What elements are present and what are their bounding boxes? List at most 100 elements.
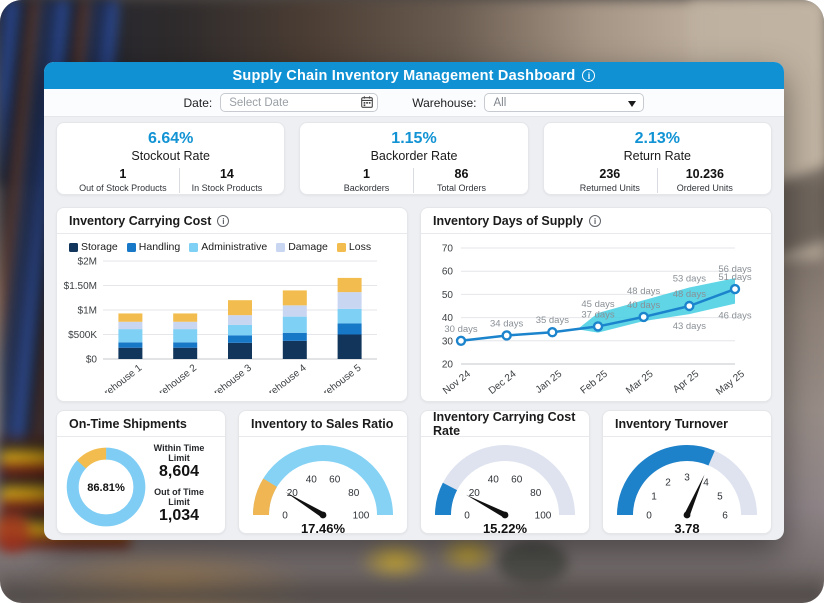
inventory-to-sales-ratio-card: Inventory to Sales Ratio 0 20 40 60 80 100 17… (238, 410, 408, 534)
stat-value: 236 (599, 167, 621, 181)
svg-text:30 days: 30 days (444, 324, 478, 335)
svg-text:40: 40 (488, 474, 500, 485)
svg-text:34 days: 34 days (490, 318, 524, 329)
svg-text:Dec 24: Dec 24 (487, 368, 519, 396)
stat-value: 1,034 (159, 507, 200, 524)
svg-text:80: 80 (530, 488, 542, 499)
legend-item-storage[interactable]: Storage (69, 241, 118, 253)
bg-forklift-blob-2 (438, 535, 498, 573)
svg-text:May 25: May 25 (714, 368, 747, 397)
on-time-shipments-card: On-Time Shipments 86.81% Within Time Lim… (56, 410, 226, 534)
chart-title: Inventory Carrying Cost (69, 213, 212, 228)
legend-item-damage[interactable]: Damage (276, 241, 328, 253)
svg-text:40: 40 (442, 313, 454, 324)
stat-value: 1 (363, 167, 370, 181)
stat-caption: Returned Units (579, 183, 640, 193)
gauge-chart: 0 20 40 60 80 100 (253, 445, 393, 522)
calendar-icon[interactable] (361, 96, 374, 108)
stat-caption: Out of Time Limit (154, 487, 204, 507)
info-icon[interactable]: i (589, 214, 602, 227)
info-icon[interactable]: i (217, 214, 230, 227)
svg-text:0: 0 (282, 511, 288, 522)
donut-stats: Within Time Limit 8,604 Out of Time Limi… (147, 443, 215, 531)
kpi-value: 1.15% (391, 130, 437, 147)
svg-text:53 days: 53 days (673, 273, 707, 284)
stat-value: 86 (454, 167, 469, 181)
date-input[interactable] (220, 93, 379, 112)
stat-value: 10.236 (685, 167, 724, 181)
svg-text:43 days: 43 days (673, 321, 707, 332)
svg-text:60: 60 (511, 474, 523, 485)
svg-text:48 days: 48 days (673, 289, 707, 300)
svg-text:86.81%: 86.81% (87, 482, 125, 494)
legend-item-administrative[interactable]: Administrative (189, 241, 267, 253)
bg-floor-edge (0, 568, 824, 603)
gauge-value: 17.46% (300, 521, 346, 534)
svg-text:70: 70 (442, 244, 454, 255)
svg-text:6: 6 (722, 511, 728, 522)
svg-text:100: 100 (535, 511, 552, 522)
bottom-cards-row: On-Time Shipments 86.81% Within Time Lim… (56, 410, 772, 534)
stat-value: 14 (219, 167, 234, 181)
svg-text:$0: $0 (86, 355, 98, 366)
kpi-value: 2.13% (634, 130, 680, 147)
warehouse-filter-label: Warehouse: (412, 95, 477, 110)
svg-text:100: 100 (353, 511, 370, 522)
svg-text:$2M: $2M (78, 257, 97, 268)
chart-title: Inventory Days of Supply (433, 213, 584, 228)
svg-text:Warehouse 4: Warehouse 4 (255, 362, 309, 393)
svg-text:Warehouse 5: Warehouse 5 (310, 362, 364, 393)
stat-value: 8,604 (159, 463, 200, 480)
chart-title: Inventory Carrying Cost Rate (433, 410, 576, 438)
charts-row: Inventory Carrying Cost i Storage Handlin… (56, 207, 772, 402)
svg-text:4: 4 (703, 478, 709, 489)
dashboard-header: Supply Chain Inventory Management Dashbo… (44, 62, 784, 89)
gauge-chart: 0 12 3 45 6 (617, 445, 757, 522)
svg-text:Jan 25: Jan 25 (534, 368, 565, 395)
kpi-stat: 1 Out of Stock Products (67, 168, 179, 194)
gauge-value: 3.78 (674, 521, 700, 534)
svg-text:50: 50 (442, 290, 454, 301)
stat-caption: Backorders (343, 183, 390, 193)
kpi-card-backorder-rate: 1.15% Backorder Rate 1 Backorders 86 Tot… (299, 122, 529, 195)
stat-caption: Total Orders (436, 183, 486, 193)
svg-text:37 days: 37 days (581, 309, 615, 320)
kpi-label: Return Rate (623, 149, 692, 163)
inventory-carrying-cost-card: Inventory Carrying Cost i Storage Handlin… (56, 207, 408, 402)
stat-caption: In Stock Products (191, 183, 263, 193)
gauge-value: 15.22% (482, 521, 528, 534)
svg-text:40: 40 (306, 474, 318, 485)
kpi-label: Backorder Rate (370, 149, 458, 163)
date-picker[interactable] (220, 93, 379, 112)
bar-chart-legend: Storage Handling Administrative Damage Loss (69, 241, 407, 253)
svg-text:60: 60 (329, 474, 341, 485)
kpi-stat: 14 In Stock Products (178, 167, 275, 193)
legend-swatch-icon (189, 242, 199, 252)
dashboard-title: Supply Chain Inventory Management Dashbo… (232, 67, 576, 84)
warehouse-select[interactable]: All (484, 93, 645, 112)
info-icon[interactable]: i (582, 69, 596, 82)
bg-red-spot (0, 512, 30, 552)
svg-text:0: 0 (646, 511, 652, 522)
filter-bar: Date: Warehouse: All (44, 89, 784, 117)
warehouse-select-value: All (493, 96, 507, 109)
svg-text:5: 5 (717, 492, 723, 503)
kpi-stat: 1 Backorders (319, 167, 413, 194)
svg-text:0: 0 (464, 511, 470, 522)
legend-item-handling[interactable]: Handling (126, 241, 180, 253)
forecast-line-chart: 20 30 40 50 60 70 Nov 24 Dec 24 Jan 25 Feb 25 Mar … (441, 244, 752, 398)
legend-swatch-icon (69, 242, 78, 252)
kpi-value: 6.64% (147, 130, 194, 147)
legend-swatch-icon (336, 242, 346, 252)
svg-text:80: 80 (348, 488, 360, 499)
dashboard-panel: Supply Chain Inventory Management Dashbo… (44, 62, 784, 540)
svg-text:48 days: 48 days (627, 286, 661, 297)
kpi-row: 6.64% Stockout Rate 1 Out of Stock Produ… (56, 122, 772, 195)
legend-item-loss[interactable]: Loss (336, 241, 371, 253)
legend-label: Storage (81, 241, 118, 253)
svg-text:Warehouse 3: Warehouse 3 (200, 362, 254, 393)
legend-swatch-icon (126, 242, 136, 252)
caret-down-icon (628, 101, 637, 107)
